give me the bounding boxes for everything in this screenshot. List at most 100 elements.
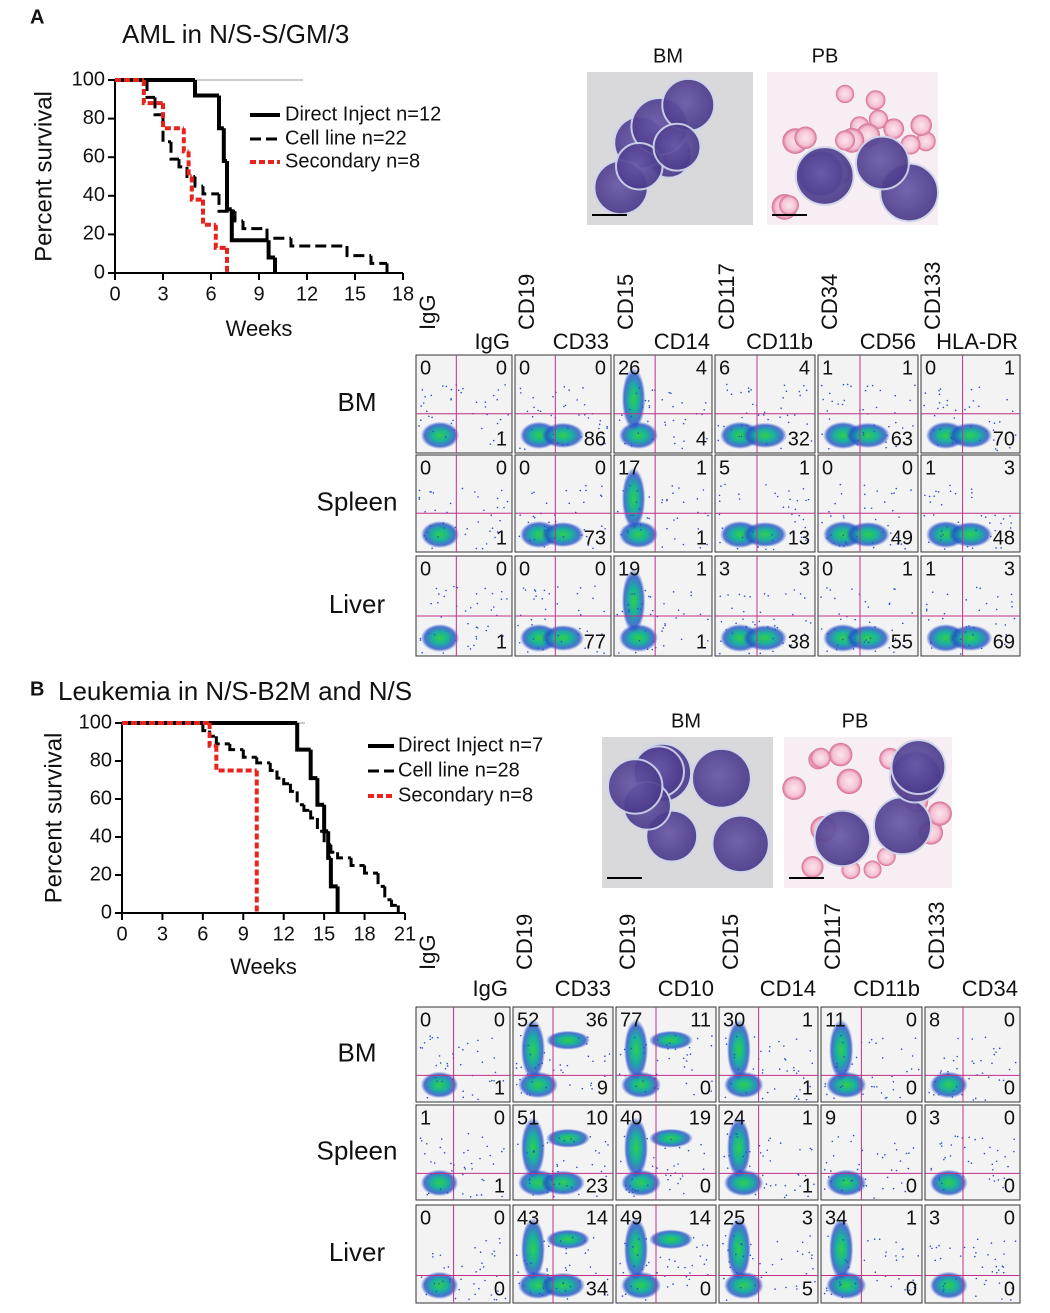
cell-dot bbox=[692, 1236, 695, 1239]
cell-dot bbox=[500, 489, 503, 492]
cell-dot bbox=[996, 449, 999, 452]
cell-dot bbox=[765, 548, 767, 551]
cell-dot bbox=[419, 1046, 422, 1049]
cell-cloud bbox=[723, 1271, 764, 1300]
quadrant-value: 34 bbox=[586, 1278, 608, 1300]
cell-dot bbox=[782, 397, 784, 399]
cell-dot bbox=[649, 613, 652, 616]
cell-dot bbox=[500, 590, 503, 593]
cell-dot bbox=[786, 1070, 788, 1072]
cell-dot bbox=[796, 1250, 799, 1253]
cell-dot bbox=[458, 1046, 460, 1049]
cell-dot bbox=[569, 1084, 571, 1086]
cell-dot bbox=[636, 1288, 639, 1290]
cell-dot bbox=[533, 598, 535, 600]
quadrant-value: 0 bbox=[496, 558, 507, 580]
cell-dot bbox=[466, 1042, 469, 1045]
cell-dot bbox=[606, 427, 608, 430]
cell-dot bbox=[895, 445, 897, 448]
cell-dot bbox=[482, 1179, 485, 1182]
cell-dot bbox=[851, 588, 853, 590]
column-top-label: CD133 bbox=[920, 262, 945, 330]
quadrant-value: 1 bbox=[494, 1175, 505, 1197]
cell-dot bbox=[639, 524, 642, 526]
cell-dot bbox=[842, 1041, 844, 1044]
cell-dot bbox=[482, 1266, 485, 1268]
cell-dot bbox=[959, 1255, 962, 1257]
quadrant-value: 6 bbox=[719, 357, 730, 379]
cell-dot bbox=[666, 1286, 669, 1288]
flow-plot: 9 00 bbox=[820, 1104, 923, 1201]
quadrant-value: 77 bbox=[620, 1009, 642, 1031]
cell-dot bbox=[567, 427, 569, 429]
cell-dot bbox=[703, 1152, 706, 1155]
quadrant-value: 3 bbox=[719, 558, 730, 580]
cell-dot bbox=[494, 536, 496, 539]
cell-dot bbox=[630, 1047, 633, 1050]
cell-dot bbox=[793, 1069, 795, 1072]
cell-dot bbox=[437, 1036, 439, 1039]
cell-dot bbox=[998, 1079, 1001, 1081]
cell-dot bbox=[801, 1253, 804, 1256]
survival-step bbox=[161, 103, 184, 131]
cell-dot bbox=[502, 1079, 505, 1082]
cell-dot bbox=[749, 529, 751, 531]
flow-plot: 19 11 bbox=[613, 555, 713, 657]
cell-dot bbox=[439, 1254, 442, 1257]
cell-dot bbox=[942, 1288, 945, 1291]
cell-dot bbox=[806, 423, 808, 425]
cell-dot bbox=[439, 1062, 442, 1064]
cell-dot bbox=[784, 1059, 787, 1061]
cell-dot bbox=[828, 510, 830, 513]
cell-dot bbox=[676, 517, 679, 520]
quadrant-value: 70 bbox=[993, 428, 1015, 450]
cell-dot bbox=[793, 589, 796, 591]
cell-dot bbox=[664, 421, 666, 424]
cell-dot bbox=[978, 405, 980, 408]
cell-dot bbox=[481, 1262, 483, 1265]
cell-dot bbox=[946, 399, 949, 402]
cell-dot bbox=[639, 608, 642, 611]
cell-dot bbox=[430, 394, 433, 397]
cell-dot bbox=[809, 1049, 812, 1052]
survival-step bbox=[213, 224, 227, 250]
cell-dot bbox=[484, 587, 487, 590]
cell-dot bbox=[899, 1096, 901, 1099]
cell-dot bbox=[428, 415, 430, 418]
cell-dot bbox=[763, 1187, 766, 1189]
quadrant-value: 1 bbox=[822, 357, 833, 379]
survival-step bbox=[201, 199, 216, 227]
cell-dot bbox=[933, 1094, 935, 1096]
cell-dot bbox=[579, 587, 582, 589]
cell-dot bbox=[420, 405, 422, 407]
cell-dot bbox=[645, 1043, 647, 1046]
cell-dot bbox=[805, 1098, 808, 1101]
cell-dot bbox=[462, 387, 464, 390]
cell-dot bbox=[939, 428, 942, 431]
cell-dot bbox=[964, 408, 966, 411]
cell-dot bbox=[752, 403, 754, 406]
cell-dot bbox=[830, 1180, 833, 1183]
cell-dot bbox=[805, 1272, 808, 1275]
cell-dot bbox=[871, 384, 874, 387]
cell-dot bbox=[724, 1234, 727, 1237]
cell-dot bbox=[771, 1263, 774, 1266]
cell-dot bbox=[874, 650, 877, 653]
quadrant-value: 5 bbox=[719, 457, 730, 479]
cell-dot bbox=[484, 401, 487, 403]
survival-step bbox=[193, 176, 203, 188]
cell-dot bbox=[579, 613, 582, 616]
cell-dot bbox=[769, 1137, 772, 1140]
cell-dot bbox=[949, 1155, 952, 1157]
cell-cloud bbox=[624, 1019, 648, 1081]
cell-dot bbox=[587, 417, 590, 419]
cell-dot bbox=[542, 648, 544, 651]
quadrant-value: 0 bbox=[519, 357, 530, 379]
cell-dot bbox=[686, 1284, 689, 1287]
cell-dot bbox=[667, 1178, 669, 1181]
cell-dot bbox=[485, 543, 488, 545]
cell-dot bbox=[519, 1034, 522, 1037]
blast-cell bbox=[872, 796, 933, 856]
cell-dot bbox=[592, 1237, 595, 1239]
